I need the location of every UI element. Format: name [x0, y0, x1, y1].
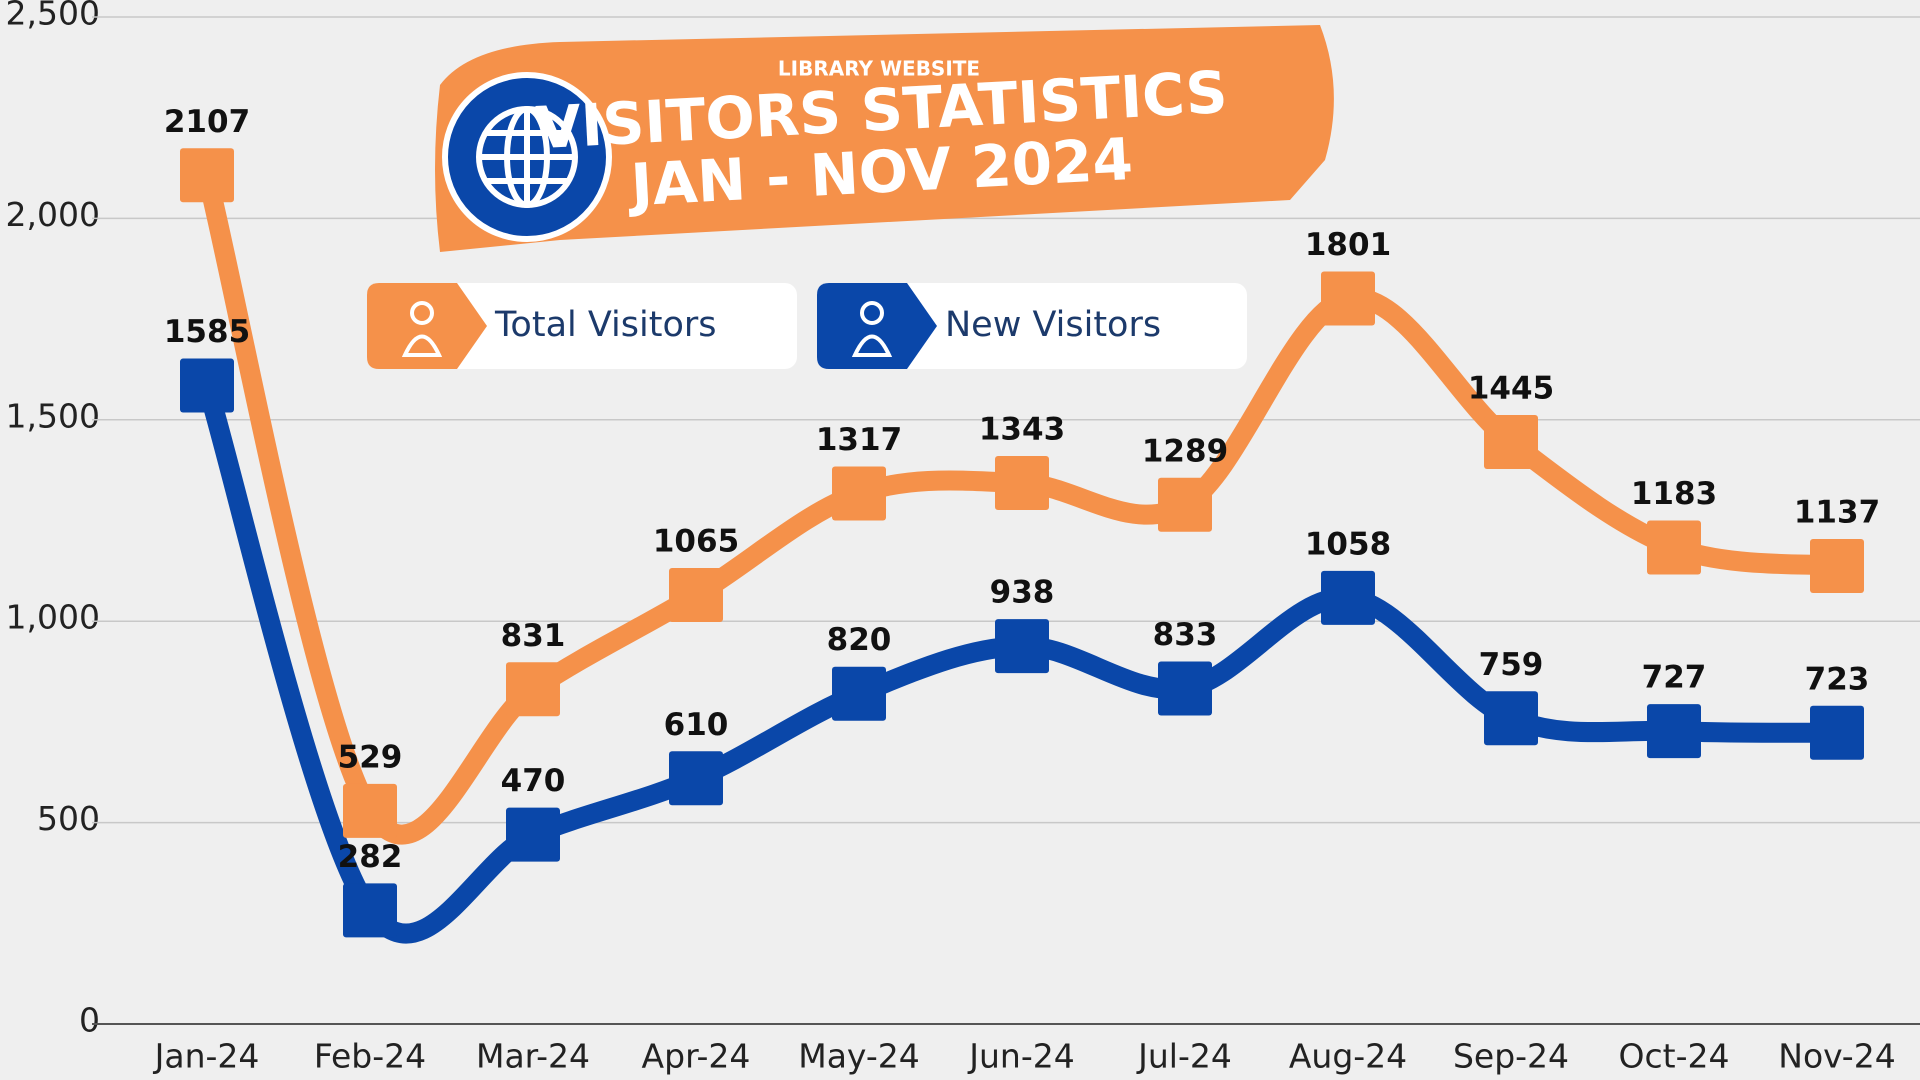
value-label: 610 — [664, 707, 729, 743]
value-label: 723 — [1805, 661, 1870, 697]
marker — [1647, 704, 1701, 759]
value-label: 1183 — [1631, 476, 1717, 512]
kicker: LIBRARY WEBSITE — [778, 57, 980, 81]
legend-swatch — [817, 283, 937, 369]
value-label: 282 — [338, 839, 403, 875]
marker — [669, 751, 723, 806]
marker — [995, 619, 1049, 674]
x-tick-label: Nov-24 — [1778, 1037, 1895, 1076]
value-label: 1058 — [1305, 526, 1391, 562]
x-tick-label: Aug-24 — [1289, 1037, 1407, 1076]
globe-lines — [476, 106, 578, 208]
marker — [1484, 414, 1538, 469]
legend-swatch — [367, 283, 487, 369]
value-label: 833 — [1153, 617, 1218, 653]
legend-label: New Visitors — [945, 305, 1161, 345]
marks: 2107 529 831 1065 1317 1343 1289 1801 1445 1183 11… — [164, 104, 1880, 938]
value-label: 938 — [990, 575, 1055, 611]
marker — [180, 358, 234, 413]
marker — [1321, 570, 1375, 625]
value-label: 2107 — [164, 104, 250, 140]
marker — [343, 783, 397, 838]
x-tick-label: Jun-24 — [967, 1037, 1074, 1076]
legend: Total Visitors New Visitors — [367, 283, 1247, 369]
y-tick-label: 2,500 — [6, 0, 100, 33]
x-tick-label: Jan-24 — [153, 1037, 260, 1076]
marker — [1484, 691, 1538, 746]
legend-label: Total Visitors — [494, 305, 716, 345]
banner-shape — [435, 25, 1334, 252]
marker — [1158, 477, 1212, 532]
marker — [1810, 539, 1864, 594]
value-label: 529 — [338, 739, 403, 775]
y-tick-label: 1,500 — [6, 396, 100, 435]
title-banner: LIBRARY WEBSITE VISITORS STATISTICS JAN … — [435, 25, 1334, 252]
y-tick-label: 2,000 — [6, 195, 100, 234]
value-label: 1585 — [164, 314, 250, 350]
value-label: 831 — [501, 618, 566, 654]
x-tick-label: Mar-24 — [476, 1037, 590, 1076]
value-label: 1445 — [1468, 370, 1554, 406]
value-label: 820 — [827, 622, 892, 658]
value-label: 759 — [1479, 647, 1544, 683]
x-tick-label: Oct-24 — [1619, 1037, 1730, 1076]
x-tick-label: Feb-24 — [314, 1037, 426, 1076]
legend-icon — [860, 301, 884, 325]
marker — [1321, 271, 1375, 326]
value-label: 1137 — [1794, 495, 1880, 531]
y-tick-label: 500 — [37, 799, 100, 838]
x-tick-label: May-24 — [798, 1037, 920, 1076]
marker — [506, 662, 560, 717]
y-tick-label: 1,000 — [6, 598, 100, 637]
marker — [1810, 705, 1864, 760]
legend-box — [367, 283, 797, 369]
legend-icon — [410, 301, 434, 325]
y-tick-label: 0 — [79, 1001, 100, 1040]
value-label: 1065 — [653, 524, 739, 560]
value-label: 1317 — [816, 422, 902, 458]
legend-icon — [851, 334, 893, 357]
marker — [832, 666, 886, 721]
marker — [1647, 520, 1701, 575]
marker — [180, 148, 234, 203]
marker — [1158, 661, 1212, 716]
marker — [832, 466, 886, 521]
legend-box — [817, 283, 1247, 369]
marker — [669, 568, 723, 623]
value-label: 470 — [501, 763, 566, 799]
value-label: 1801 — [1305, 227, 1391, 263]
value-label: 1343 — [979, 412, 1065, 448]
value-label: 1289 — [1142, 433, 1228, 469]
marker — [343, 883, 397, 938]
x-tick-label: Sep-24 — [1453, 1037, 1569, 1076]
x-tick-label: Apr-24 — [642, 1037, 751, 1076]
grid: 0 500 1,000 1,500 2,000 2,500 Jan-24 Feb-24 Mar-… — [6, 0, 1920, 1076]
marker — [995, 456, 1049, 511]
value-label: 727 — [1642, 660, 1707, 696]
marker — [506, 807, 560, 862]
legend-icon — [401, 334, 443, 357]
x-tick-label: Jul-24 — [1136, 1037, 1232, 1076]
